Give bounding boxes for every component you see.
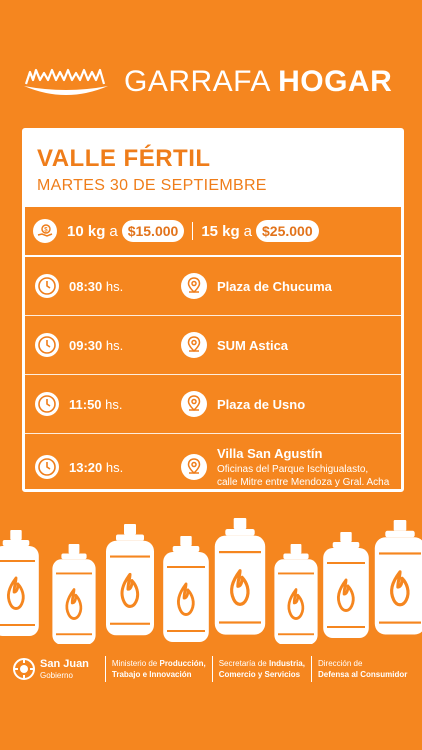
schedule-row: 13:20 hs. Villa San Agustín Oficinas del… [25,434,401,489]
m3-line2: Defensa al Consumidor [317,670,408,679]
location-pin-icon [181,391,207,417]
m2-bold: Industria, [268,659,305,668]
time-value: 11:50 [69,396,102,412]
gas-cylinder [104,522,156,637]
place-name: Villa San Agustín [217,445,323,461]
location-title: VALLE FÉRTIL [37,145,211,172]
footer-divider [104,656,106,682]
m1-bold: Producción, [159,659,206,668]
time-value: 08:30 [69,278,103,294]
price-row: $ 10 kg a $15.000 15 kg a $25.000 [25,207,401,257]
clock-icon [35,274,59,298]
m1-line2: Trabajo e Innovación [111,670,192,679]
gas-cylinder [321,530,371,640]
footer: San Juan Gobierno Ministerio de Producci… [0,644,422,694]
location-pin-icon [181,273,207,299]
gas-cylinder [161,534,211,644]
gas-cylinders-illustration [0,516,422,644]
price1-sep: a [109,222,118,240]
clock-icon [35,455,59,479]
gas-cylinder [0,528,41,638]
schedule-time: 11:50 hs. [69,397,123,412]
money-hand-icon: $ [33,219,57,243]
place-address-line2: calle Mitre entre Mendoza y Gral. Acha [217,476,390,488]
price2-weight: 15 kg [201,222,240,240]
schedule-time: 08:30 hs. [69,279,123,294]
san-juan-logo: San Juan Gobierno [12,657,89,681]
m2-line2: Comercio y Servicios [218,670,301,679]
time-unit: hs. [105,396,123,412]
place-name: Plaza de Chucuma [217,278,332,294]
schedule-card: VALLE FÉRTIL MARTES 30 DE SEPTIEMBRE $ 1… [22,128,404,492]
svg-text:$: $ [44,228,48,234]
header: GARRAFA HOGAR [22,62,402,102]
schedule-place: SUM Astica [217,338,288,353]
footer-divider [310,656,312,682]
time-value: 09:30 [69,337,103,353]
flames-icon [24,68,108,95]
gov-sub: Gobierno [40,670,73,680]
time-unit: hs. [105,337,124,353]
san-juan-emblem-icon [13,658,35,680]
time-value: 13:20 [69,459,103,475]
brand-title: GARRAFA HOGAR [124,67,392,97]
time-unit: hs. [105,459,124,475]
price1-weight: 10 kg [67,222,106,240]
clock-icon [35,392,59,416]
m1-prefix: Ministerio de [111,659,160,668]
m3-prefix: Dirección de [317,659,363,668]
gas-cylinder [373,518,422,637]
footer-divider [211,656,213,682]
schedule-place: Plaza de Chucuma [217,279,332,294]
clock-icon [35,333,59,357]
m2-prefix: Secretaría de [218,659,269,668]
place-name: Plaza de Usno [217,396,306,412]
gas-cylinder [50,542,98,644]
brand-bold: HOGAR [278,65,393,98]
price-divider [192,222,194,240]
time-unit: hs. [105,278,124,294]
secretariat-industry: Secretaría de Industria, Comercio y Serv… [219,658,305,680]
place-name: SUM Astica [217,337,289,353]
schedule-row: 08:30 hs. Plaza de Chucuma [25,257,401,316]
card-header: VALLE FÉRTIL MARTES 30 DE SEPTIEMBRE [25,131,401,207]
price1-value: $15.000 [121,220,185,242]
schedule-place: Villa San Agustín Oficinas del Parque Is… [217,446,389,489]
schedule-time: 13:20 hs. [69,460,123,475]
place-address-line1: Oficinas del Parque Ischigualasto, [217,463,369,475]
gov-name: San Juan [40,657,89,670]
location-pin-icon [181,454,207,480]
gas-cylinder [272,542,320,644]
location-pin-icon [181,332,207,358]
consumer-defense: Dirección de Defensa al Consumidor [318,658,407,680]
schedule-time: 09:30 hs. [69,338,123,353]
schedule-row: 09:30 hs. SUM Astica [25,316,401,375]
price2-sep: a [243,222,253,240]
ministry-production: Ministerio de Producción, Trabajo e Inno… [112,658,206,680]
schedule-row: 11:50 hs. Plaza de Usno [25,375,401,434]
price2-value: $25.000 [256,220,319,242]
schedule-place: Plaza de Usno [217,397,305,412]
event-date: MARTES 30 DE SEPTIEMBRE [37,177,267,194]
brand-light: GARRAFA [124,65,270,98]
gas-cylinder [213,516,267,637]
